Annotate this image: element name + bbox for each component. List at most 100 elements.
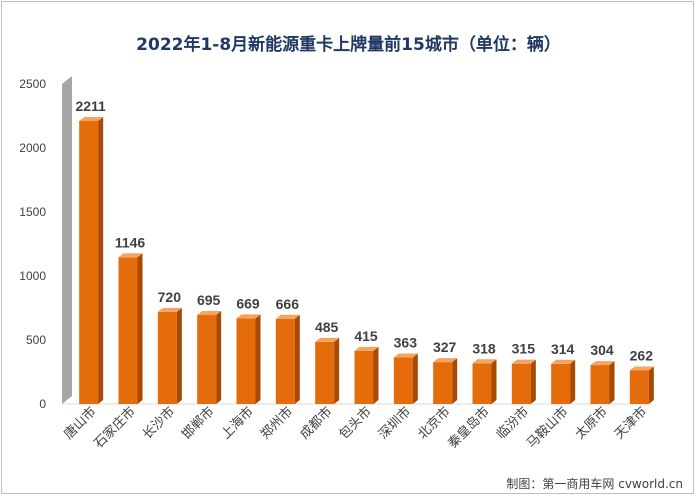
x-tick-label: 郑州市	[257, 404, 296, 443]
bar-top	[79, 116, 104, 121]
bar-front	[315, 341, 335, 404]
data-label: 363	[394, 335, 418, 351]
bar-front	[472, 363, 492, 404]
bar-front	[275, 318, 295, 404]
bar	[433, 358, 458, 404]
bar	[197, 311, 222, 404]
x-tick-label: 上海市	[218, 404, 257, 443]
data-label: 485	[315, 319, 339, 335]
bar	[590, 361, 615, 404]
data-label: 666	[276, 296, 300, 312]
bar	[118, 253, 143, 404]
bar-top	[354, 346, 379, 351]
y-tick-label: 0	[39, 397, 46, 411]
x-tick-label: 邯郸市	[179, 404, 218, 443]
bar-top	[590, 361, 615, 366]
bar-side	[570, 359, 576, 404]
bar-top	[551, 359, 576, 364]
bar	[511, 359, 536, 404]
bar	[79, 116, 104, 404]
bar-front	[511, 363, 531, 404]
x-tick-label: 太原市	[572, 404, 611, 443]
bar-front	[118, 257, 138, 404]
x-tick-label: 唐山市	[61, 404, 100, 443]
bar-side	[98, 116, 104, 404]
bar	[354, 346, 379, 404]
bar-side	[491, 359, 497, 404]
y-tick-label: 2500	[19, 77, 46, 91]
bar-side	[216, 311, 222, 404]
x-tick-label: 包头市	[336, 404, 375, 443]
side-wall	[62, 76, 72, 404]
bar	[393, 353, 418, 404]
bar-side	[373, 346, 379, 404]
y-tick-label: 1000	[19, 269, 46, 283]
data-label: 262	[630, 347, 654, 363]
bar-front	[551, 363, 571, 404]
bar-side	[334, 337, 340, 404]
x-tick-label: 长沙市	[139, 404, 178, 443]
data-label: 304	[590, 342, 614, 358]
bar-side	[294, 314, 300, 404]
chart-title: 2022年1-8月新能源重卡上牌量前15城市（单位：辆）	[136, 35, 561, 55]
bar-front	[629, 370, 649, 404]
bar	[275, 314, 300, 404]
y-tick-label: 500	[26, 333, 46, 347]
x-tick-label: 成都市	[297, 404, 336, 443]
bar-front	[79, 120, 99, 404]
bar-top	[393, 353, 418, 358]
bar-top	[275, 314, 300, 319]
bar	[472, 359, 497, 404]
bar-side	[412, 353, 418, 404]
bar-front	[433, 362, 453, 404]
y-tick-label: 1500	[19, 205, 46, 219]
bar-side	[255, 314, 261, 404]
bar	[629, 366, 654, 404]
y-tick-label: 2000	[19, 141, 46, 155]
x-tick-label: 天津市	[611, 404, 650, 443]
bar-top	[315, 337, 340, 342]
data-label: 2211	[75, 98, 106, 114]
bar	[157, 307, 182, 404]
bar-front	[393, 357, 413, 404]
bar	[236, 314, 261, 404]
x-tick-label: 北京市	[415, 404, 454, 443]
bars	[79, 116, 654, 404]
bar-front	[354, 350, 374, 404]
data-label: 1146	[115, 234, 146, 250]
bar-top	[511, 359, 536, 364]
bar-side	[176, 307, 182, 404]
bar-top	[236, 314, 261, 319]
bar-side	[648, 366, 654, 404]
bar-side	[137, 253, 143, 404]
chart-credit: 制图：第一商用车网 cvworld.cn	[506, 477, 683, 491]
y-axis-ticks: 0 500 1000 1500 2000 2500	[19, 77, 46, 411]
data-label: 315	[512, 341, 536, 357]
data-label: 669	[236, 295, 260, 311]
x-tick-label: 临汾市	[493, 404, 532, 443]
bar-top	[118, 253, 143, 258]
data-label: 318	[472, 340, 496, 356]
data-labels: 2211 1146 720 695 669 666 485 415 363 327 318 315 31…	[75, 98, 653, 363]
bar-front	[197, 315, 217, 404]
bar-top	[472, 359, 497, 364]
x-tick-label: 石家庄市	[91, 404, 139, 452]
bar-side	[452, 358, 458, 404]
bar	[315, 337, 340, 404]
bar	[551, 359, 576, 404]
data-label: 415	[354, 328, 378, 344]
x-tick-label: 秦皇岛市	[445, 404, 493, 452]
bar-top	[157, 307, 182, 312]
data-label: 314	[551, 341, 575, 357]
bar-side	[609, 361, 615, 404]
bar-side	[530, 359, 536, 404]
data-label: 327	[433, 339, 457, 355]
x-tick-label: 深圳市	[375, 404, 414, 443]
bar-top	[197, 311, 222, 316]
bar-front	[236, 318, 256, 404]
data-label: 695	[197, 292, 221, 308]
bar-front	[157, 311, 177, 404]
